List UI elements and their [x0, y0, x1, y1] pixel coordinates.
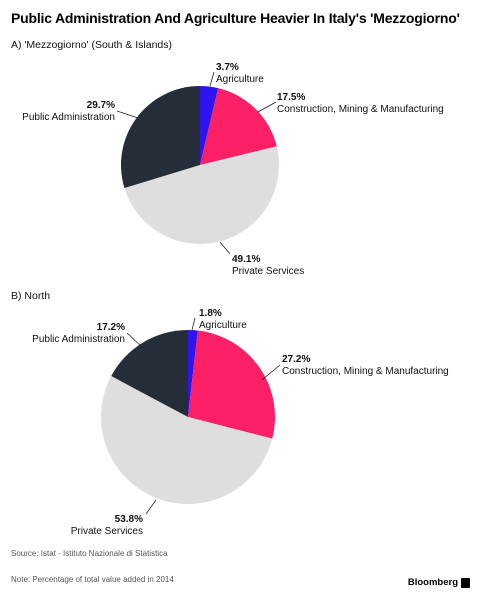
- bloomberg-logo: Bloomberg: [407, 577, 458, 588]
- leader-line-agriculture: [209, 71, 215, 87]
- leader-line-private-services: [145, 499, 157, 515]
- slice-construction-mining-manufacturing: [188, 330, 276, 439]
- category-label-agriculture: Agriculture: [216, 74, 264, 85]
- value-label-agriculture: 3.7%: [216, 62, 239, 73]
- value-label-construction-mining-manufacturing: 17.5%: [277, 92, 305, 103]
- value-label-public-administration: 17.2%: [97, 322, 125, 333]
- category-label-agriculture: Agriculture: [199, 320, 247, 331]
- pie-a-subtitle: A) 'Mezzogiorno' (South & Islands): [11, 39, 172, 51]
- value-label-private-services: 49.1%: [232, 254, 260, 265]
- source-note: Source: Istat - Istituto Nazionale di St…: [11, 549, 168, 558]
- category-label-public-administration: Public Administration: [32, 334, 125, 345]
- category-label-public-administration: Public Administration: [22, 112, 115, 123]
- leader-line-agriculture: [191, 317, 196, 331]
- leader-line-construction-mining-manufacturing: [261, 364, 281, 381]
- category-label-construction-mining-manufacturing: Construction, Mining & Manufacturing: [277, 104, 444, 115]
- slice-private-services: [101, 376, 273, 504]
- category-label-private-services: Private Services: [232, 266, 304, 277]
- slice-agriculture: [188, 330, 198, 417]
- slice-agriculture: [200, 86, 219, 165]
- pie-b: 1.8%Agriculture 27.2%Construction, Mining…: [32, 308, 449, 537]
- pie-a: 3.7%Agriculture 17.5%Construction, Mining…: [22, 62, 444, 277]
- leader-line-private-services: [219, 241, 231, 255]
- footnote: Note: Percentage of total value added in…: [11, 575, 174, 584]
- slice-public-administration: [111, 330, 188, 417]
- value-label-agriculture: 1.8%: [199, 308, 222, 319]
- leader-line-construction-mining-manufacturing: [257, 101, 277, 113]
- value-label-private-services: 53.8%: [115, 514, 143, 525]
- chart-title: Public Administration And Agriculture He…: [11, 10, 460, 26]
- leader-line-public-administration: [126, 332, 144, 349]
- value-label-public-administration: 29.7%: [87, 100, 115, 111]
- bloomberg-mark-icon: [461, 578, 470, 588]
- leader-line-public-administration: [116, 110, 139, 119]
- slice-public-administration: [121, 86, 200, 188]
- pie-b-subtitle: B) North: [11, 290, 51, 302]
- category-label-construction-mining-manufacturing: Construction, Mining & Manufacturing: [282, 366, 449, 377]
- value-label-construction-mining-manufacturing: 27.2%: [282, 354, 310, 365]
- category-label-private-services: Private Services: [71, 526, 143, 537]
- slice-construction-mining-manufacturing: [200, 88, 277, 165]
- slice-private-services: [124, 146, 279, 244]
